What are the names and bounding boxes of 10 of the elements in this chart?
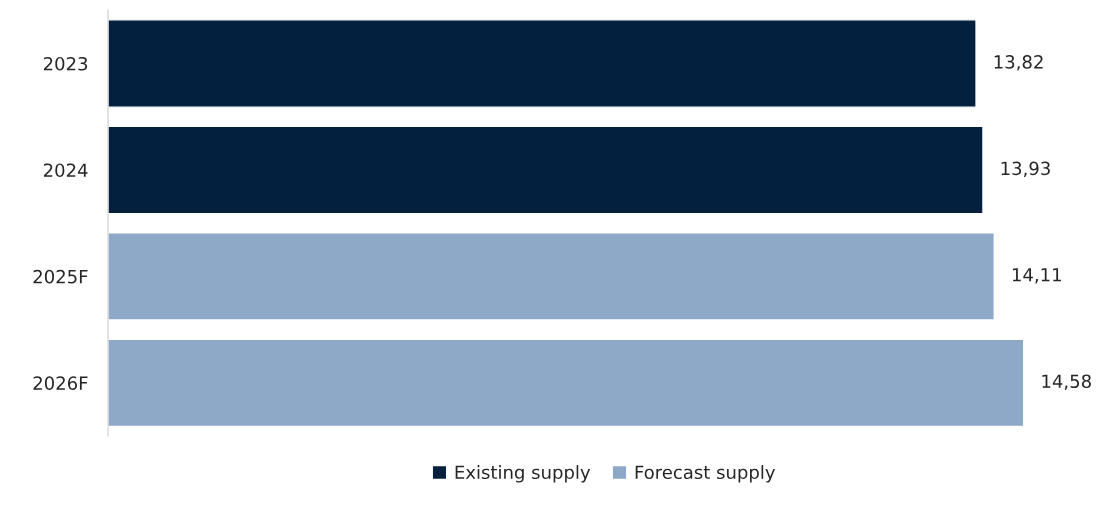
data-label: 13,93 [1001, 161, 1050, 178]
y-tick-label: 2023 [43, 56, 88, 71]
legend-label: Existing supply [455, 465, 591, 483]
y-tick-label: 2025F [33, 269, 88, 284]
legend-label: Forecast supply [635, 465, 776, 483]
data-label: 14,11 [1012, 268, 1061, 284]
data-label: 13,82 [994, 55, 1043, 71]
y-tick-label: 2026F [33, 376, 88, 390]
y-tick-label: 2024 [43, 163, 88, 178]
data-label: 14,58 [1042, 374, 1091, 390]
